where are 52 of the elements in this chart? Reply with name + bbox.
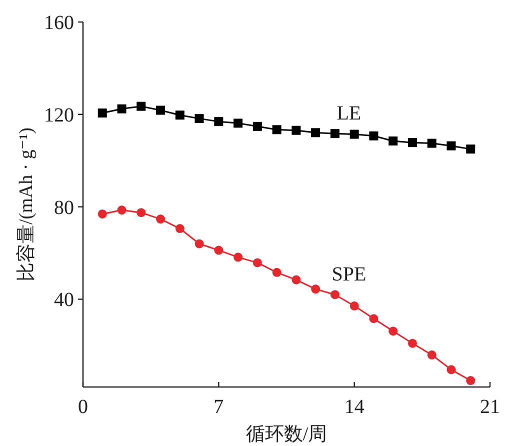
point (194, 239, 204, 248)
point (234, 118, 243, 128)
point (446, 365, 456, 374)
series-label: SPE (332, 264, 366, 286)
point (311, 128, 320, 138)
x-tick-label: 7 (214, 396, 224, 418)
point (388, 326, 398, 336)
point (98, 108, 107, 118)
point (369, 131, 378, 140)
point (408, 138, 417, 148)
y-tick-label: 40 (54, 289, 74, 312)
x-tick-label: 0 (78, 396, 88, 418)
x-axis-title: 循环数/周 (246, 424, 328, 445)
point (272, 268, 282, 277)
point (330, 290, 340, 300)
y-tick-label: 160 (44, 12, 74, 34)
point (117, 206, 126, 215)
y-tick-label: 120 (44, 104, 74, 126)
x-tick-label: 21 (480, 396, 500, 418)
point (156, 214, 166, 224)
point (408, 338, 417, 348)
y-tick-label: 80 (54, 196, 74, 219)
point (234, 252, 243, 262)
point (214, 117, 224, 126)
point (350, 130, 359, 139)
point (117, 104, 126, 114)
point (427, 138, 436, 148)
point (194, 114, 204, 124)
point (136, 102, 146, 111)
point (272, 125, 282, 134)
point (156, 106, 166, 115)
y-axis-title: 比容量/(mAh · g⁻¹) (15, 128, 37, 282)
point (466, 376, 476, 386)
x-tick-label: 14 (344, 396, 364, 418)
point (311, 284, 320, 294)
point (98, 209, 107, 218)
point (175, 224, 184, 234)
point (350, 301, 359, 310)
point (427, 350, 436, 360)
point (214, 246, 224, 255)
point (330, 129, 340, 138)
point (446, 141, 456, 150)
point (136, 208, 146, 218)
series-label: LE (336, 102, 362, 125)
point (388, 136, 398, 146)
point (292, 275, 301, 284)
point (292, 126, 301, 135)
point (252, 258, 262, 268)
point (175, 110, 184, 120)
point (252, 122, 262, 131)
point (466, 144, 476, 154)
point (369, 314, 378, 324)
